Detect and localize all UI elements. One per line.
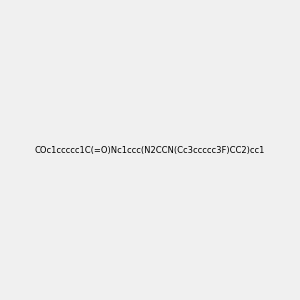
- Text: COc1ccccc1C(=O)Nc1ccc(N2CCN(Cc3ccccc3F)CC2)cc1: COc1ccccc1C(=O)Nc1ccc(N2CCN(Cc3ccccc3F)C…: [35, 146, 265, 154]
